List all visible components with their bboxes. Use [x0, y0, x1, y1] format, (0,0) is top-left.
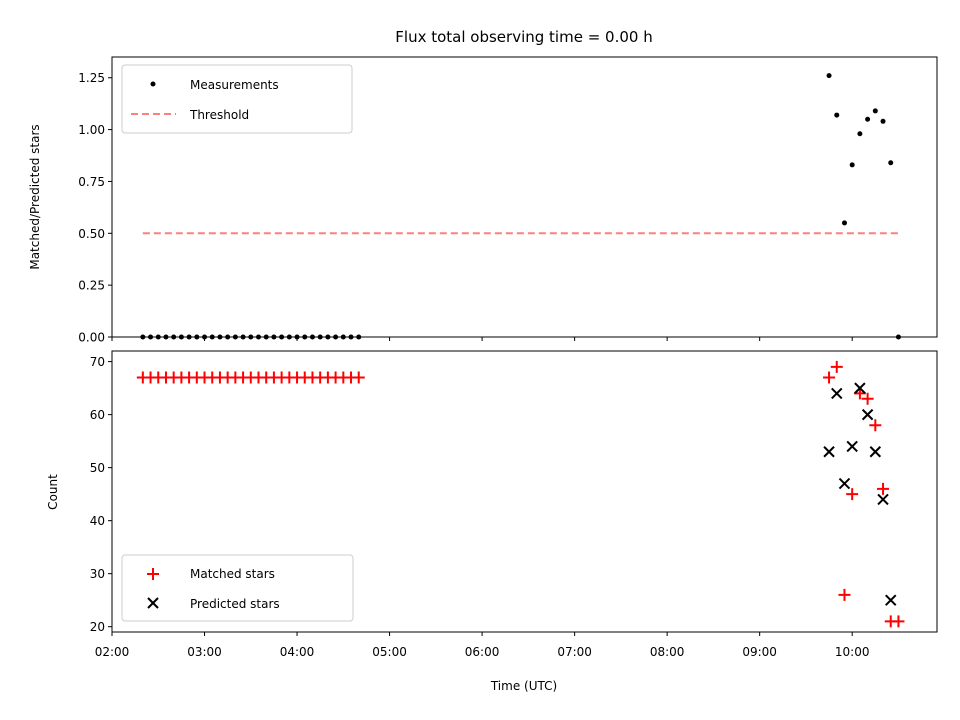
predicted-stars-legend-marker: [147, 597, 159, 609]
measurements-point-34: [865, 116, 871, 122]
predicted-stars-legend-label: Predicted stars: [190, 597, 280, 611]
predicted-stars-point-7: [877, 493, 889, 506]
x-tick-label-7: 09:00: [742, 645, 777, 659]
x-tick-label-4: 06:00: [465, 645, 500, 659]
y-tick-label-1-5: 70: [90, 355, 105, 369]
bottom-y-axis-label: Count: [46, 474, 60, 510]
x-tick-label-2: 04:00: [280, 645, 315, 659]
y-tick-label-0-3: 0.75: [78, 175, 105, 189]
top-y-axis-label: Matched/Predicted stars: [28, 124, 42, 269]
y-tick-label-1-3: 50: [90, 461, 105, 475]
predicted-stars-point-1: [831, 387, 843, 400]
matched-stars-point-34: [861, 392, 874, 405]
matched-stars-point-30: [830, 360, 843, 373]
measurements-point-29: [826, 73, 832, 79]
measurements-point-33: [857, 131, 863, 137]
x-tick-label-5: 07:00: [557, 645, 592, 659]
measurements-legend-marker: [150, 81, 156, 87]
predicted-stars-point-5: [861, 408, 874, 421]
bottom-panel: 20 30 40 50 60 70 02:00 03:00 04:00 05:00 06:00 07:…: [46, 350, 938, 693]
y-tick-label-0-0: 0.00: [78, 331, 105, 345]
predicted-stars-point-2: [838, 477, 851, 490]
measurements-point-32: [849, 162, 855, 168]
threshold-legend-label: Threshold: [189, 108, 249, 122]
predicted-stars-point-0: [823, 446, 835, 458]
measurements-point-30: [834, 112, 840, 118]
x-tick-label-0: 02:00: [95, 645, 130, 659]
chart-title: Flux total observing time = 0.00 h: [395, 28, 652, 46]
y-tick-label-0-4: 1.00: [78, 123, 105, 137]
x-tick-label-8: 10:00: [835, 645, 870, 659]
y-tick-label-0-2: 0.50: [78, 227, 105, 241]
y-tick-label-1-1: 30: [90, 567, 105, 581]
matched-stars-legend-marker: [147, 568, 159, 580]
bottom-legend-box: [121, 554, 354, 622]
predicted-stars-point-8: [885, 594, 897, 606]
top-panel: 0.00 0.25 0.50 0.75 1.00 1.25 Matched/Predict…: [28, 56, 938, 345]
y-tick-label-1-2: 40: [90, 514, 105, 528]
bottom-legend: Matched stars Predicted stars: [121, 554, 354, 622]
top-plot-frame: [111, 56, 938, 338]
x-tick-label-6: 08:00: [650, 645, 685, 659]
matched-stars-point-29: [823, 371, 836, 384]
measurements-point-35: [872, 108, 878, 114]
y-tick-label-1-4: 60: [90, 408, 105, 422]
top-legend-box: [121, 64, 353, 134]
measurements-point-37: [888, 160, 894, 166]
bottom-plot-frame: [111, 350, 938, 633]
top-legend: Measurements Threshold: [121, 64, 353, 134]
matched-stars-point-28: [352, 371, 365, 384]
measurements-point-36: [880, 118, 886, 124]
matched-stars-point-35: [869, 419, 882, 432]
measurements-legend-label: Measurements: [190, 78, 279, 92]
y-tick-label-0-5: 1.25: [78, 71, 105, 85]
predicted-stars-point-6: [869, 446, 882, 458]
predicted-stars-point-3: [846, 440, 858, 453]
y-tick-label-1-0: 20: [90, 620, 105, 634]
matched-stars-point-32: [846, 488, 859, 501]
x-axis-label: Time (UTC): [490, 679, 557, 693]
matched-stars-legend-label: Matched stars: [190, 567, 275, 581]
matched-stars-point-31: [838, 588, 851, 601]
x-tick-label-3: 05:00: [372, 645, 407, 659]
x-tick-label-1: 03:00: [187, 645, 222, 659]
predicted-stars-point-4: [854, 382, 866, 394]
measurements-point-31: [841, 220, 847, 226]
matched-stars-point-36: [877, 482, 890, 495]
y-tick-label-0-1: 0.25: [78, 279, 105, 293]
matched-stars-point-38: [892, 615, 905, 628]
